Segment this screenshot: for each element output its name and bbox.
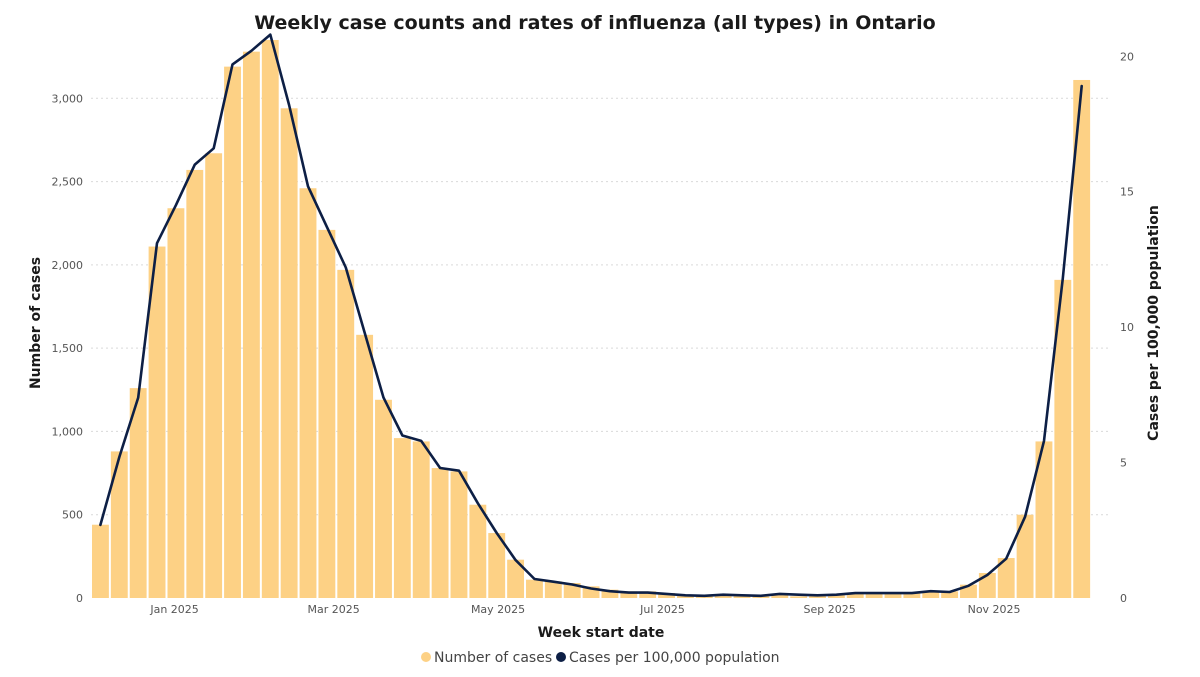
- case-bar[interactable]: [563, 583, 581, 598]
- chart-title: Weekly case counts and rates of influenz…: [254, 12, 936, 34]
- y-tick-label: 1,000: [52, 425, 84, 438]
- case-bar[interactable]: [356, 334, 374, 598]
- case-bar[interactable]: [167, 208, 185, 598]
- left-axis-ticks: 0 500 1,000 1,500 2,000 2,500 3,000: [52, 92, 84, 605]
- bar-series: [92, 40, 1091, 599]
- case-bar[interactable]: [488, 533, 506, 598]
- case-bar[interactable]: [261, 40, 279, 598]
- case-bar[interactable]: [1073, 79, 1091, 598]
- case-bar[interactable]: [431, 468, 449, 598]
- y2-tick-label: 20: [1120, 50, 1134, 63]
- y-tick-label: 0: [76, 592, 83, 605]
- case-bar[interactable]: [865, 593, 883, 598]
- y2-tick-label: 0: [1120, 592, 1127, 605]
- case-bar[interactable]: [92, 524, 109, 598]
- case-bar[interactable]: [393, 438, 411, 598]
- right-axis-title: Cases per 100,000 population: [1146, 205, 1162, 441]
- rate-line[interactable]: [99, 33, 1083, 598]
- y-tick-label: 2,000: [52, 259, 84, 272]
- case-bar[interactable]: [1035, 441, 1053, 598]
- case-bar[interactable]: [771, 594, 789, 598]
- case-bar[interactable]: [318, 229, 336, 598]
- y-tick-label: 3,000: [52, 92, 84, 105]
- case-bar[interactable]: [507, 559, 525, 598]
- case-bar[interactable]: [922, 591, 940, 598]
- case-bar[interactable]: [941, 591, 959, 598]
- case-bar[interactable]: [412, 441, 430, 598]
- case-bar[interactable]: [884, 593, 902, 598]
- y2-tick-label: 15: [1120, 186, 1134, 199]
- case-bar[interactable]: [601, 589, 619, 598]
- case-bar[interactable]: [1054, 279, 1072, 598]
- case-bar[interactable]: [582, 586, 600, 598]
- legend-label-rate: Cases per 100,000 population: [569, 650, 780, 666]
- x-axis-title: Week start date: [538, 625, 665, 641]
- legend-marker-cases: [421, 652, 431, 662]
- case-bar[interactable]: [846, 593, 864, 598]
- y-tick-label: 2,500: [52, 176, 84, 189]
- case-bar[interactable]: [224, 66, 241, 598]
- case-bar[interactable]: [790, 596, 808, 598]
- line-series: [99, 33, 1083, 598]
- right-axis-ticks: 0 5 10 15 20: [1120, 50, 1134, 605]
- case-bar[interactable]: [997, 558, 1015, 598]
- y2-tick-label: 5: [1120, 457, 1127, 470]
- case-bar[interactable]: [375, 399, 392, 598]
- case-bar[interactable]: [337, 269, 355, 598]
- case-bar[interactable]: [186, 169, 204, 598]
- case-bar[interactable]: [752, 596, 770, 598]
- y-tick-label: 1,500: [52, 342, 84, 355]
- case-bar[interactable]: [242, 51, 260, 598]
- case-bar[interactable]: [469, 504, 487, 598]
- case-bar[interactable]: [450, 471, 468, 598]
- left-axis-title: Number of cases: [28, 257, 44, 389]
- legend: Number of cases Cases per 100,000 popula…: [421, 650, 780, 666]
- case-bar[interactable]: [714, 594, 732, 598]
- case-bar[interactable]: [658, 593, 675, 598]
- x-tick-label: May 2025: [471, 603, 525, 616]
- x-tick-label: Jul 2025: [639, 603, 685, 616]
- case-bar[interactable]: [526, 579, 543, 598]
- case-bar[interactable]: [903, 593, 921, 598]
- legend-marker-rate: [556, 652, 566, 662]
- case-bar[interactable]: [827, 594, 845, 598]
- case-bar[interactable]: [280, 108, 298, 598]
- case-bar[interactable]: [205, 153, 223, 598]
- y-tick-label: 500: [62, 509, 83, 522]
- case-bar[interactable]: [695, 596, 713, 598]
- x-tick-label: Nov 2025: [968, 603, 1021, 616]
- case-bar[interactable]: [639, 591, 657, 598]
- case-bar[interactable]: [129, 388, 147, 598]
- x-axis-ticks: Jan 2025 Mar 2025 May 2025 Jul 2025 Sep 2025…: [149, 603, 1020, 616]
- case-bar[interactable]: [148, 246, 166, 599]
- case-bar[interactable]: [978, 573, 996, 598]
- x-tick-label: Sep 2025: [804, 603, 856, 616]
- case-bar[interactable]: [620, 591, 638, 598]
- x-tick-label: Jan 2025: [149, 603, 198, 616]
- y2-tick-label: 10: [1120, 321, 1134, 334]
- case-bar[interactable]: [544, 581, 562, 598]
- case-bar[interactable]: [1016, 514, 1034, 598]
- case-bar[interactable]: [299, 188, 317, 598]
- x-tick-label: Mar 2025: [307, 603, 359, 616]
- legend-label-cases: Number of cases: [434, 650, 552, 666]
- case-bar[interactable]: [110, 451, 128, 598]
